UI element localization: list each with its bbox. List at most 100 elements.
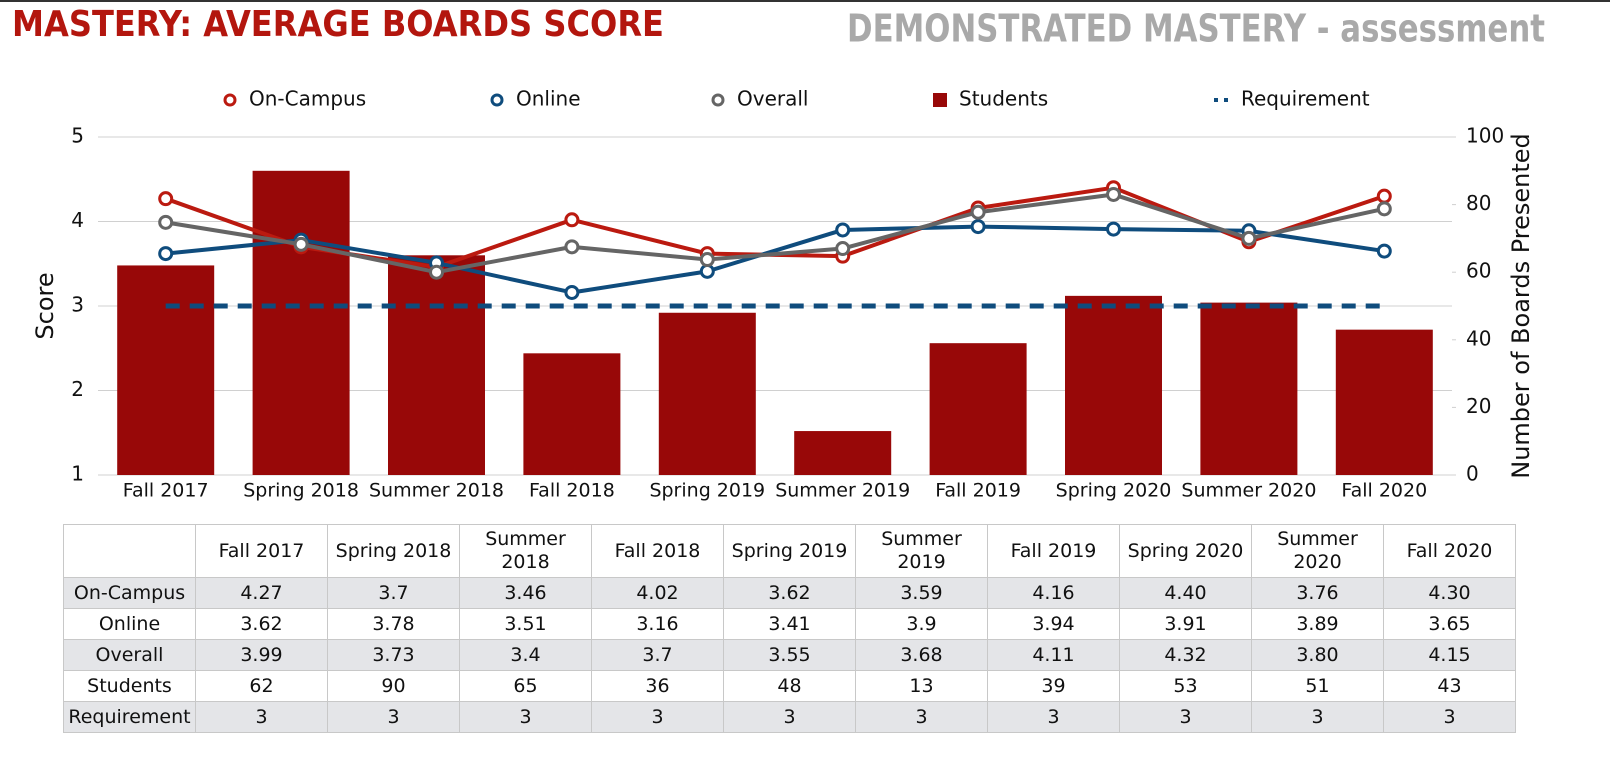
table-cell: 3.62 xyxy=(723,577,856,609)
x-tick-label: Spring 2018 xyxy=(243,480,359,502)
table-cell: 3 xyxy=(987,701,1120,733)
legend-label: Requirement xyxy=(1241,87,1370,111)
bar xyxy=(929,343,1027,475)
table-cell: 43 xyxy=(1383,670,1516,702)
table-row: Overall 3.99 3.73 3.4 3.7 3.55 3.68 4.11 4.32 3.8… xyxy=(63,639,1516,671)
table-cell: 3.89 xyxy=(1251,608,1384,640)
bar xyxy=(252,170,350,476)
table-cell: 3.62 xyxy=(195,608,328,640)
legend-swatch xyxy=(711,93,725,107)
legend-swatch xyxy=(933,93,947,107)
table-cell: 3.99 xyxy=(195,639,328,671)
bar xyxy=(523,353,621,475)
legend-label: Students xyxy=(959,87,1048,111)
table-cell: 3.4 xyxy=(459,639,592,671)
table-row-header: On-Campus xyxy=(63,577,196,609)
table-header-cell: Fall 2018 xyxy=(591,524,724,578)
table-cell: 13 xyxy=(855,670,988,702)
y2-tick-label: 60 xyxy=(1466,259,1491,283)
table-cell: 4.40 xyxy=(1119,577,1252,609)
point-marker xyxy=(158,214,174,230)
y-tick-label: 5 xyxy=(71,124,84,148)
point-marker xyxy=(564,239,580,255)
table-header-cell: Summer 2019 xyxy=(855,524,988,578)
table-corner xyxy=(63,524,196,578)
table-row-header: Students xyxy=(63,670,196,702)
table-cell: 3.59 xyxy=(855,577,988,609)
bar xyxy=(1335,329,1433,475)
chart: MASTERY: AVERAGE BOARDS SCORE DEMONSTRAT… xyxy=(0,0,1610,502)
y-axis-label: Score xyxy=(31,272,59,339)
point-marker xyxy=(293,236,309,252)
table-cell: 65 xyxy=(459,670,592,702)
table-cell: 3.41 xyxy=(723,608,856,640)
point-marker xyxy=(1376,201,1392,217)
table-cell: 53 xyxy=(1119,670,1252,702)
table-cell: 36 xyxy=(591,670,724,702)
table-row: Online 3.62 3.78 3.51 3.16 3.41 3.9 3.94 3.91 3.8… xyxy=(63,608,1516,640)
point-marker xyxy=(1376,243,1392,259)
y2-tick-label: 40 xyxy=(1466,326,1491,350)
y2-tick-label: 80 xyxy=(1466,191,1491,215)
legend-label: On-Campus xyxy=(249,87,366,111)
legend-label: Overall xyxy=(737,87,808,111)
bar xyxy=(658,312,756,475)
table-row: Students 62 90 65 36 48 13 39 53 51 43 xyxy=(63,670,1516,702)
point-marker xyxy=(429,264,444,280)
table-cell: 4.11 xyxy=(987,639,1120,671)
table-cell: 62 xyxy=(195,670,328,702)
table-cell: 51 xyxy=(1251,670,1384,702)
table-cell: 3.55 xyxy=(723,639,856,671)
point-marker xyxy=(699,252,715,268)
x-tick-label: Spring 2020 xyxy=(1056,480,1172,502)
bar xyxy=(794,431,892,475)
point-marker xyxy=(970,204,986,220)
bar xyxy=(1200,302,1298,475)
table-header-cell: Summer 2020 xyxy=(1251,524,1384,578)
table-cell: 3.16 xyxy=(591,608,724,640)
chart-subtitle: DEMONSTRATED MASTERY - assessment xyxy=(847,7,1545,51)
table-header-cell: Fall 2020 xyxy=(1383,524,1516,578)
table-cell: 3 xyxy=(855,701,988,733)
table-cell: 3.46 xyxy=(459,577,592,609)
table-cell: 3.65 xyxy=(1383,608,1516,640)
table-cell: 3.78 xyxy=(327,608,460,640)
table-cell: 3.80 xyxy=(1251,639,1384,671)
table-header-cell: Fall 2019 xyxy=(987,524,1120,578)
table-cell: 3.73 xyxy=(327,639,460,671)
table-cell: 3.7 xyxy=(327,577,460,609)
table-cell: 3 xyxy=(1251,701,1384,733)
y-tick-label: 3 xyxy=(71,293,84,317)
chart-title: MASTERY: AVERAGE BOARDS SCORE xyxy=(12,4,664,45)
y-tick-label: 1 xyxy=(71,462,84,486)
point-marker xyxy=(1106,221,1121,237)
table-header-cell: Spring 2018 xyxy=(327,524,460,578)
table-cell: 3.9 xyxy=(855,608,988,640)
x-tick-label: Fall 2019 xyxy=(935,480,1021,502)
table-cell: 4.32 xyxy=(1119,639,1252,671)
table-cell: 4.30 xyxy=(1383,577,1516,609)
table-cell: 39 xyxy=(987,670,1120,702)
point-marker xyxy=(699,263,715,279)
table-cell: 4.02 xyxy=(591,577,724,609)
table-header-row: Fall 2017 Spring 2018 Summer 2018 Fall 2018… xyxy=(63,524,1516,578)
table-cell: 3.94 xyxy=(987,608,1120,640)
point-marker xyxy=(564,284,580,300)
table-row-header: Online xyxy=(63,608,196,640)
table-cell: 4.15 xyxy=(1383,639,1516,671)
bar xyxy=(388,255,485,475)
y2-tick-label: 0 xyxy=(1466,462,1479,486)
y2-tick-label: 20 xyxy=(1466,394,1491,418)
table-cell: 3.7 xyxy=(591,639,724,671)
x-tick-label: Fall 2018 xyxy=(529,480,615,502)
y2-axis-label: Number of Boards Presented xyxy=(1507,133,1535,479)
point-marker xyxy=(1376,188,1392,204)
table-cell: 3 xyxy=(1383,701,1516,733)
table-cell: 3 xyxy=(1119,701,1252,733)
x-tick-label: Summer 2018 xyxy=(369,480,504,502)
table-cell: 3.51 xyxy=(459,608,592,640)
table-cell: 3 xyxy=(459,701,592,733)
point-marker xyxy=(835,222,851,238)
table-cell: 3 xyxy=(723,701,856,733)
